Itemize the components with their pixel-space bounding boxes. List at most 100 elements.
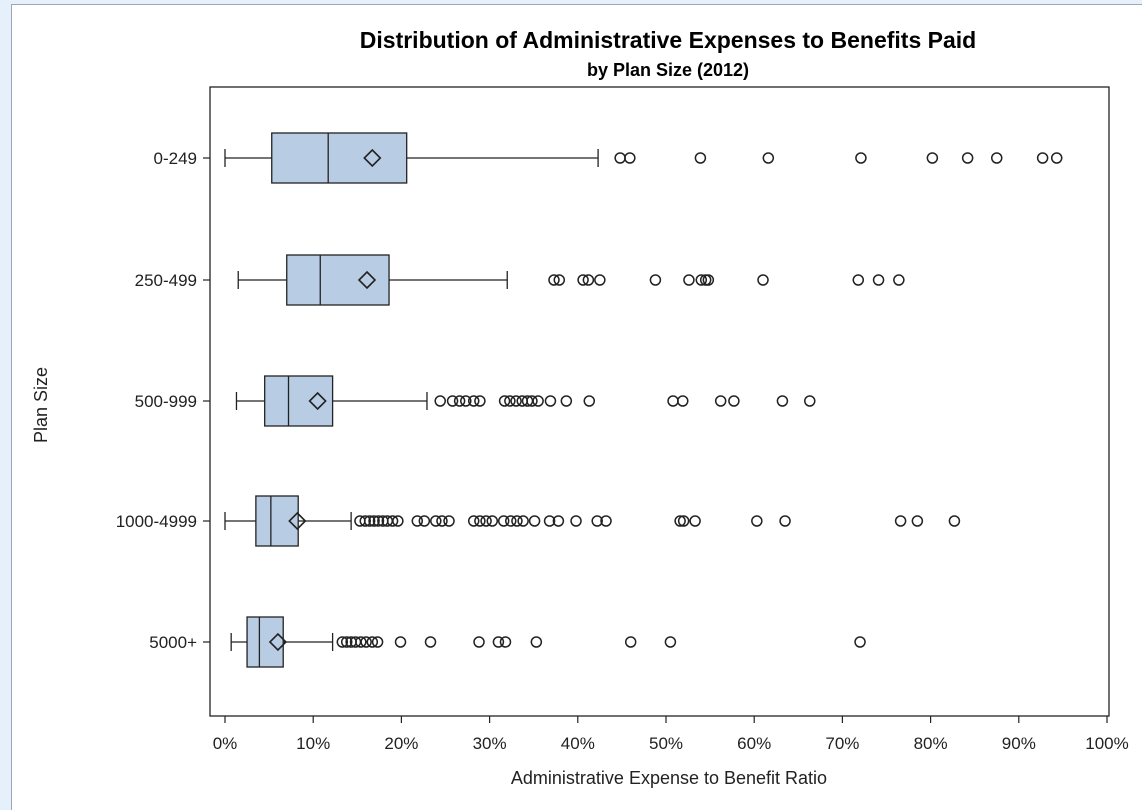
- outlier-point: [872, 274, 885, 286]
- outlier-point: [497, 515, 510, 527]
- outlier-point: [689, 515, 701, 527]
- outlier-point: [594, 274, 606, 286]
- outlier-point: [467, 515, 480, 527]
- outlier-point: [467, 395, 480, 407]
- x-tick-label: 50%: [649, 734, 683, 753]
- outlier-point: [366, 636, 379, 648]
- outlier-point: [926, 152, 939, 164]
- outlier-point: [695, 274, 708, 286]
- outlier-point: [674, 515, 686, 527]
- outlier-point: [1050, 152, 1063, 164]
- x-tick-label: 40%: [561, 734, 595, 753]
- outlier-point: [443, 515, 455, 527]
- outlier-point: [446, 395, 459, 407]
- chart-subtitle: by Plan Size (2012): [587, 60, 749, 80]
- x-tick-label: 80%: [914, 734, 948, 753]
- outlier-point: [667, 395, 679, 407]
- iqr-box: [286, 254, 390, 306]
- outlier-point: [762, 152, 775, 164]
- outlier-point: [504, 395, 516, 407]
- x-tick-label: 20%: [384, 734, 418, 753]
- outlier-point: [336, 636, 349, 648]
- outlier-point: [582, 274, 595, 286]
- outlier-point: [779, 515, 791, 527]
- outlier-point: [911, 515, 924, 527]
- outlier-point: [991, 152, 1003, 164]
- outlier-point: [757, 274, 769, 286]
- outlier-point: [577, 274, 589, 286]
- outlier-point: [511, 515, 523, 527]
- outlier-point: [480, 515, 492, 527]
- outlier-point: [486, 515, 498, 527]
- x-axis-label: Administrative Expense to Benefit Ratio: [511, 768, 827, 788]
- outlier-point: [460, 395, 472, 407]
- outlier-point: [418, 515, 431, 527]
- outlier-point: [532, 395, 544, 407]
- outlier-point: [804, 395, 816, 407]
- box-0-249: [224, 132, 1063, 184]
- outlier-point: [714, 395, 727, 407]
- outlier-point: [751, 515, 763, 527]
- outlier-point: [355, 636, 367, 648]
- outlier-point: [560, 395, 573, 407]
- x-tick-label: 90%: [1002, 734, 1036, 753]
- outlier-point: [436, 515, 448, 527]
- outlier-point: [649, 274, 662, 286]
- outlier-point: [544, 395, 557, 407]
- outlier-point: [728, 395, 740, 407]
- outlier-point: [340, 636, 353, 648]
- outlier-point: [473, 636, 485, 648]
- mean-marker: [308, 391, 327, 411]
- outlier-point: [591, 515, 603, 527]
- iqr-box: [271, 132, 408, 184]
- chart-title: Distribution of Administrative Expenses …: [360, 27, 976, 53]
- box-500-999: [235, 375, 816, 427]
- outlier-point: [430, 515, 442, 527]
- outlier-point: [683, 274, 695, 286]
- outlier-point: [434, 395, 446, 407]
- outlier-point: [852, 274, 865, 286]
- outlier-point: [553, 274, 566, 286]
- x-tick-label: 0%: [213, 734, 238, 753]
- outlier-point: [498, 395, 511, 407]
- outlier-point: [776, 395, 789, 407]
- outlier-point: [664, 636, 677, 648]
- iqr-box: [255, 495, 299, 547]
- outlier-point: [677, 395, 689, 407]
- mean-marker: [268, 632, 288, 652]
- x-tick-label: 60%: [737, 734, 771, 753]
- x-tick-label: 70%: [825, 734, 859, 753]
- y-axis-label: Plan Size: [31, 367, 51, 443]
- mean-marker: [357, 270, 377, 290]
- mean-marker: [363, 148, 382, 168]
- outlier-point: [371, 636, 384, 648]
- iqr-box: [264, 375, 334, 427]
- outlier-point: [694, 152, 707, 164]
- y-tick-label: 5000+: [149, 633, 197, 652]
- x-tick-label: 100%: [1085, 734, 1128, 753]
- outlier-point: [474, 395, 486, 407]
- outlier-point: [1036, 152, 1049, 164]
- outlier-point: [453, 395, 466, 407]
- outlier-point: [363, 515, 376, 527]
- outlier-point: [614, 152, 626, 164]
- outlier-point: [948, 515, 961, 527]
- outlier-point: [528, 515, 541, 527]
- box-250-499: [237, 254, 905, 306]
- outlier-point: [499, 636, 512, 648]
- outlier-point: [677, 515, 690, 527]
- outlier-point: [894, 515, 907, 527]
- outlier-point: [552, 515, 565, 527]
- boxplot-chart: Distribution of Administrative Expenses …: [31, 27, 1129, 788]
- outlier-point: [543, 515, 556, 527]
- outlier-point: [474, 515, 486, 527]
- outlier-point: [360, 636, 372, 648]
- outlier-point: [548, 274, 560, 286]
- x-tick-label: 30%: [473, 734, 507, 753]
- mean-marker: [288, 511, 307, 531]
- outlier-point: [893, 274, 905, 286]
- outlier-point: [359, 515, 371, 527]
- outlier-point: [517, 515, 529, 527]
- outlier-point: [368, 515, 380, 527]
- outlier-point: [424, 636, 437, 648]
